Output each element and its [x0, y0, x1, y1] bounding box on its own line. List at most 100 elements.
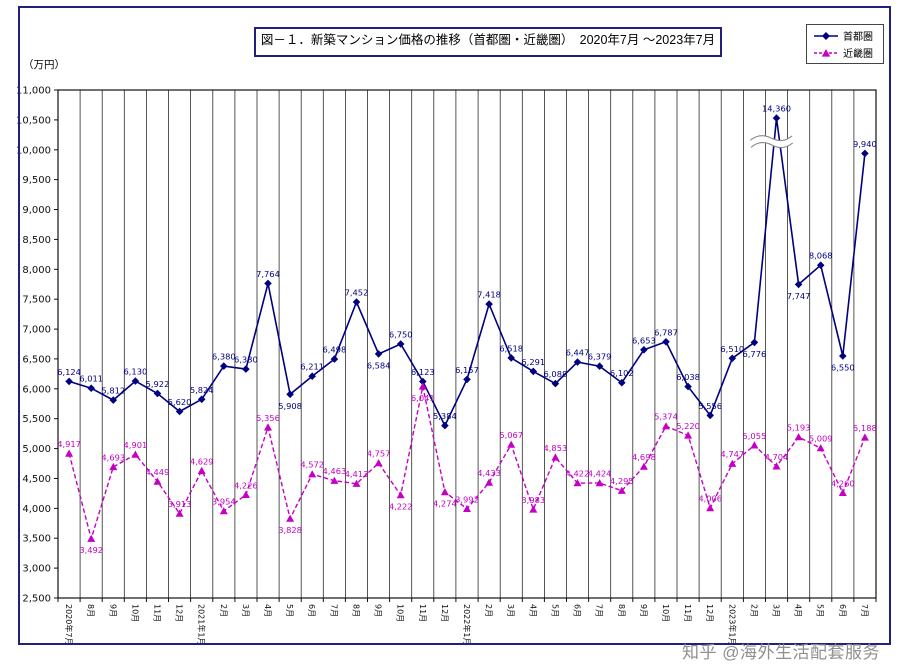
svg-text:4,449: 4,449 [146, 467, 170, 477]
plot-border [57, 89, 877, 599]
y-axis: 2,500 3,000 3,500 4,000 4,500 5,000 5,500 6,000… [16, 86, 58, 605]
svg-text:4月: 4月 [528, 604, 537, 617]
svg-text:5,067: 5,067 [499, 430, 523, 440]
legend-item-label: 首都圏 [843, 32, 873, 43]
chart-title: 図－１．新築マンション価格の推移（首都圏・近畿圏） 2020年7月 ～2023年… [254, 27, 722, 57]
svg-text:3,992: 3,992 [455, 494, 479, 504]
svg-text:5,500: 5,500 [22, 414, 51, 425]
svg-text:10,500: 10,500 [16, 115, 51, 126]
svg-text:6,447: 6,447 [566, 348, 590, 358]
svg-text:11月: 11月 [418, 604, 427, 622]
svg-text:3,983: 3,983 [521, 495, 545, 505]
svg-text:4,260: 4,260 [831, 478, 855, 488]
svg-text:3,913: 3,913 [168, 499, 192, 509]
svg-text:4月: 4月 [263, 604, 272, 617]
svg-text:6,584: 6,584 [367, 360, 391, 370]
svg-text:4,704: 4,704 [765, 452, 789, 462]
svg-text:3月: 3月 [772, 604, 781, 617]
svg-text:6,787: 6,787 [654, 327, 678, 337]
svg-text:4,000: 4,000 [22, 504, 51, 515]
svg-text:12月: 12月 [705, 604, 714, 622]
svg-text:10月: 10月 [661, 604, 670, 622]
svg-text:5,620: 5,620 [168, 397, 192, 407]
shutoken-line-marker-icon [814, 31, 838, 40]
svg-text:6,653: 6,653 [632, 335, 656, 345]
svg-text:6,498: 6,498 [323, 345, 347, 355]
svg-text:4,006: 4,006 [698, 494, 722, 504]
svg-text:2020年7月: 2020年7月 [64, 604, 74, 645]
svg-text:9月: 9月 [108, 604, 117, 617]
svg-text:6,776: 6,776 [743, 349, 767, 359]
svg-text:2月: 2月 [484, 604, 493, 617]
svg-text:2021年1月: 2021年1月 [197, 604, 207, 645]
svg-text:11月: 11月 [153, 604, 162, 622]
svg-text:6,330: 6,330 [234, 355, 258, 365]
svg-text:5,908: 5,908 [278, 401, 302, 411]
y-axis-unit-label: （万円） [23, 59, 65, 71]
svg-text:12月: 12月 [175, 604, 184, 622]
svg-text:10月: 10月 [396, 604, 405, 622]
svg-text:4,917: 4,917 [57, 439, 81, 449]
svg-text:6,157: 6,157 [455, 365, 479, 375]
svg-text:6,550: 6,550 [831, 363, 855, 373]
svg-text:7,452: 7,452 [345, 288, 369, 298]
svg-text:5,188: 5,188 [853, 423, 877, 433]
svg-text:4,500: 4,500 [22, 474, 51, 485]
svg-text:5,193: 5,193 [787, 423, 811, 433]
svg-text:8,000: 8,000 [22, 265, 51, 276]
svg-text:7,764: 7,764 [256, 269, 280, 279]
series-labels-1: 4,917 3,492 4,693 4,901 4,449 3,913 4,629 3,954… [57, 393, 877, 555]
svg-text:4,295: 4,295 [610, 476, 634, 486]
svg-text:9,940: 9,940 [853, 139, 877, 149]
svg-text:12月: 12月 [440, 604, 449, 622]
svg-text:6,088: 6,088 [544, 369, 568, 379]
svg-text:4月: 4月 [794, 604, 803, 617]
svg-text:6,380: 6,380 [212, 352, 236, 362]
svg-text:5月: 5月 [550, 604, 559, 617]
svg-text:6,038: 6,038 [676, 372, 700, 382]
svg-text:9月: 9月 [639, 604, 648, 617]
svg-text:4,901: 4,901 [124, 440, 148, 450]
svg-text:14,360: 14,360 [762, 104, 791, 114]
svg-text:7,418: 7,418 [477, 290, 501, 300]
svg-text:6,750: 6,750 [389, 330, 413, 340]
svg-text:8,500: 8,500 [22, 235, 51, 246]
axis-break-icon [748, 135, 795, 149]
svg-text:3,492: 3,492 [79, 545, 103, 555]
watermark: 知乎 @海外生活配套服务 [682, 643, 880, 662]
svg-text:5月: 5月 [816, 604, 825, 617]
svg-text:4,463: 4,463 [323, 466, 347, 476]
series-line-1 [68, 386, 866, 542]
svg-text:5,356: 5,356 [256, 413, 280, 423]
svg-text:5,220: 5,220 [676, 421, 700, 431]
svg-text:9,500: 9,500 [22, 175, 51, 186]
svg-text:4,424: 4,424 [588, 469, 612, 479]
svg-text:11月: 11月 [683, 604, 692, 622]
svg-text:6,379: 6,379 [588, 352, 612, 362]
svg-text:4,422: 4,422 [566, 469, 590, 479]
legend-item-shutoken: 首都圏 [813, 28, 879, 43]
svg-text:7月: 7月 [595, 604, 604, 617]
x-axis: 2020年7月 8月 9月 10月 11月 12月 2021年1月 2月 3月 4月 5月 6月 7月 8… [57, 598, 877, 645]
svg-text:3月: 3月 [241, 604, 250, 617]
svg-text:6,130: 6,130 [124, 367, 148, 377]
svg-text:6,123: 6,123 [411, 367, 435, 377]
svg-text:6,291: 6,291 [521, 357, 545, 367]
svg-text:5月: 5月 [285, 604, 294, 617]
svg-text:7月: 7月 [329, 604, 338, 617]
svg-text:6,510: 6,510 [720, 344, 744, 354]
svg-text:4,693: 4,693 [101, 452, 125, 462]
svg-text:5,556: 5,556 [698, 401, 722, 411]
svg-text:5,824: 5,824 [190, 385, 214, 395]
svg-text:4,853: 4,853 [544, 443, 568, 453]
svg-text:8月: 8月 [617, 604, 626, 617]
svg-text:7月: 7月 [860, 604, 869, 617]
svg-text:5,009: 5,009 [809, 434, 833, 444]
svg-text:7,000: 7,000 [22, 325, 51, 336]
svg-text:4,274: 4,274 [433, 499, 457, 509]
svg-text:5,384: 5,384 [433, 411, 457, 421]
svg-text:2022年1月: 2022年1月 [462, 604, 472, 645]
